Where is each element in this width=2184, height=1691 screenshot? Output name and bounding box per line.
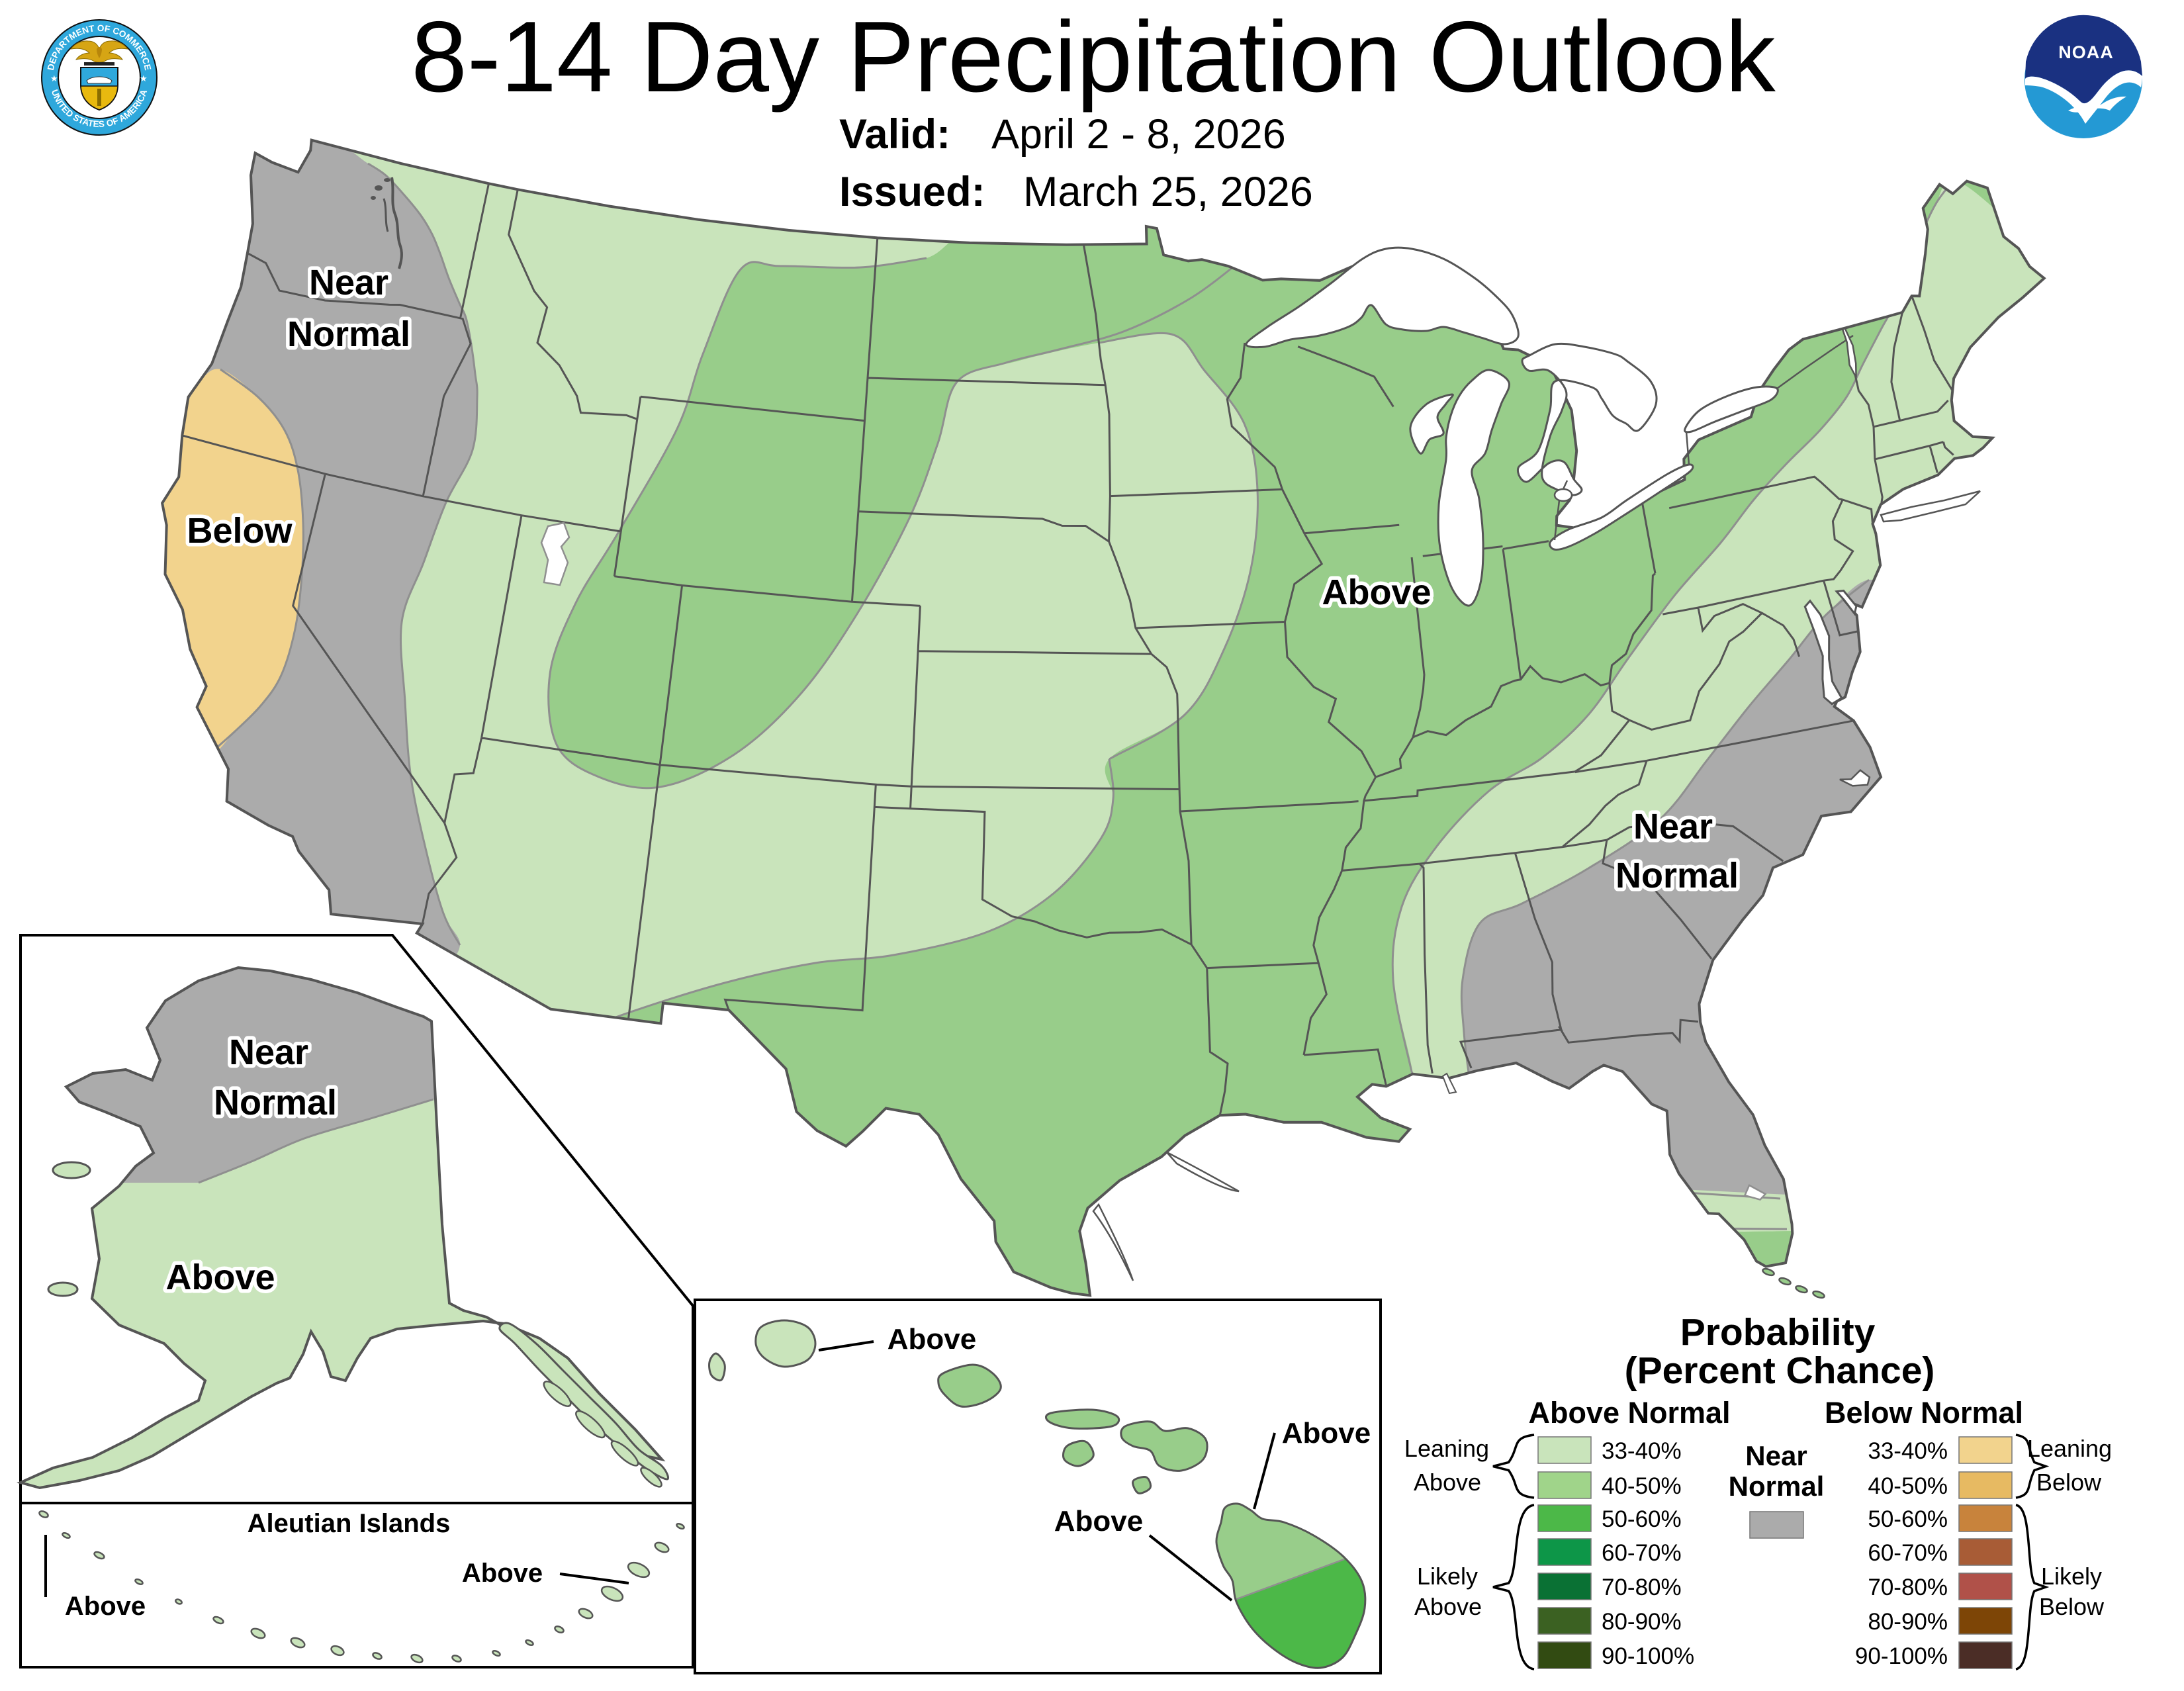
svg-text:April 2 - 8, 2026: April 2 - 8, 2026 [991, 111, 1286, 158]
svg-text:60-70%: 60-70% [1868, 1540, 1948, 1566]
svg-text:60-70%: 60-70% [1602, 1540, 1682, 1566]
svg-text:Likely: Likely [1417, 1563, 1478, 1590]
svg-text:Above: Above [65, 1592, 146, 1621]
svg-text:Above: Above [1414, 1593, 1482, 1620]
svg-text:(Percent Chance): (Percent Chance) [1625, 1349, 1935, 1392]
svg-text:Normal: Normal [1615, 856, 1739, 895]
svg-text:Above: Above [1414, 1469, 1481, 1496]
svg-text:★: ★ [50, 73, 58, 83]
svg-text:70-80%: 70-80% [1868, 1575, 1948, 1600]
svg-text:8-14 Day Precipitation Outlook: 8-14 Day Precipitation Outlook [411, 1, 1776, 113]
svg-text:March 25, 2026: March 25, 2026 [1023, 169, 1313, 215]
svg-text:Probability: Probability [1680, 1311, 1876, 1353]
svg-text:Above: Above [1282, 1417, 1371, 1449]
svg-text:Near: Near [1633, 807, 1713, 846]
svg-text:Below Normal: Below Normal [1825, 1396, 2023, 1430]
svg-text:Valid:: Valid: [839, 111, 950, 158]
svg-text:33-40%: 33-40% [1602, 1438, 1682, 1464]
svg-text:33-40%: 33-40% [1868, 1438, 1948, 1464]
svg-text:Normal: Normal [287, 314, 410, 354]
svg-text:40-50%: 40-50% [1602, 1473, 1682, 1499]
svg-text:★: ★ [140, 73, 148, 83]
svg-text:Below: Below [187, 511, 293, 551]
svg-text:Above: Above [462, 1559, 543, 1588]
svg-text:50-60%: 50-60% [1602, 1506, 1682, 1532]
svg-text:Near: Near [229, 1032, 308, 1072]
svg-text:Below: Below [2036, 1469, 2102, 1496]
svg-text:80-90%: 80-90% [1868, 1609, 1948, 1635]
svg-text:Normal: Normal [1729, 1471, 1825, 1502]
svg-text:90-100%: 90-100% [1602, 1643, 1694, 1669]
svg-text:70-80%: 70-80% [1602, 1575, 1682, 1600]
svg-text:50-60%: 50-60% [1868, 1506, 1948, 1532]
svg-text:Near: Near [1745, 1440, 1807, 1471]
svg-text:Likely: Likely [2041, 1563, 2102, 1590]
svg-text:Above: Above [887, 1323, 976, 1355]
svg-text:NOAA: NOAA [2058, 42, 2114, 62]
svg-text:Normal: Normal [214, 1083, 337, 1122]
svg-text:40-50%: 40-50% [1868, 1473, 1948, 1499]
svg-text:Aleutian Islands: Aleutian Islands [248, 1509, 451, 1538]
svg-text:Issued:: Issued: [839, 169, 985, 215]
svg-text:90-100%: 90-100% [1855, 1643, 1948, 1669]
svg-text:Above: Above [165, 1257, 275, 1297]
svg-text:Leaning: Leaning [2027, 1435, 2112, 1462]
svg-text:Above: Above [1054, 1505, 1143, 1537]
svg-text:Below: Below [2039, 1593, 2105, 1620]
svg-text:Above Normal: Above Normal [1528, 1396, 1730, 1430]
svg-text:Above: Above [1322, 572, 1431, 612]
svg-text:Near: Near [309, 263, 388, 302]
svg-text:Leaning: Leaning [1404, 1435, 1489, 1462]
svg-text:80-90%: 80-90% [1602, 1609, 1682, 1635]
